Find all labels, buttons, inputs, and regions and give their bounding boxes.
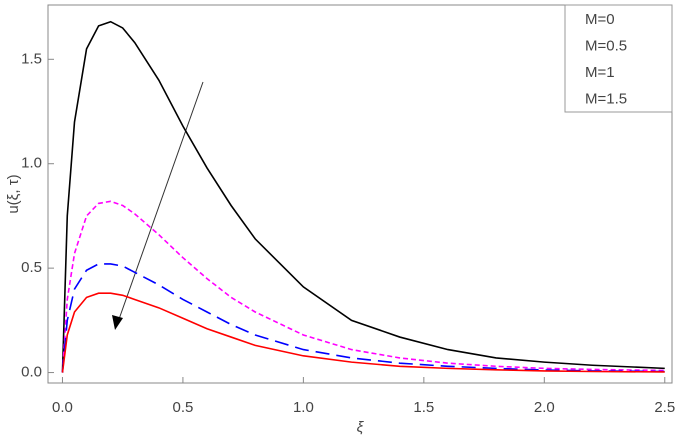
x-tick-label: 0.0 <box>52 399 73 416</box>
y-tick-label: 0.0 <box>21 364 42 381</box>
y-tick-label: 1.5 <box>21 50 42 67</box>
legend-entry: M=0.5 <box>585 37 627 54</box>
x-tick-label: 2.0 <box>534 399 555 416</box>
series-line <box>61 292 665 373</box>
x-tick-label: 1.5 <box>413 399 434 416</box>
series-line <box>61 200 665 373</box>
plot-frame <box>47 4 673 384</box>
y-tick-label: 0.5 <box>21 259 42 276</box>
legend-entry: M=1.5 <box>585 90 627 107</box>
x-tick-label: 1.0 <box>293 399 314 416</box>
series-line <box>61 263 665 373</box>
arrow-head <box>112 315 123 330</box>
series-line <box>61 20 665 373</box>
legend-entry: M=0 <box>585 11 615 28</box>
x-tick-label: 2.5 <box>654 399 675 416</box>
y-axis-label: u(ξ, τ) <box>5 174 22 213</box>
trend-arrow <box>117 81 204 323</box>
legend-entry: M=1 <box>585 64 615 81</box>
x-tick-label: 0.5 <box>172 399 193 416</box>
y-tick-label: 1.0 <box>21 155 42 172</box>
legend-box <box>564 4 673 113</box>
x-axis-label: ξ <box>357 419 365 436</box>
